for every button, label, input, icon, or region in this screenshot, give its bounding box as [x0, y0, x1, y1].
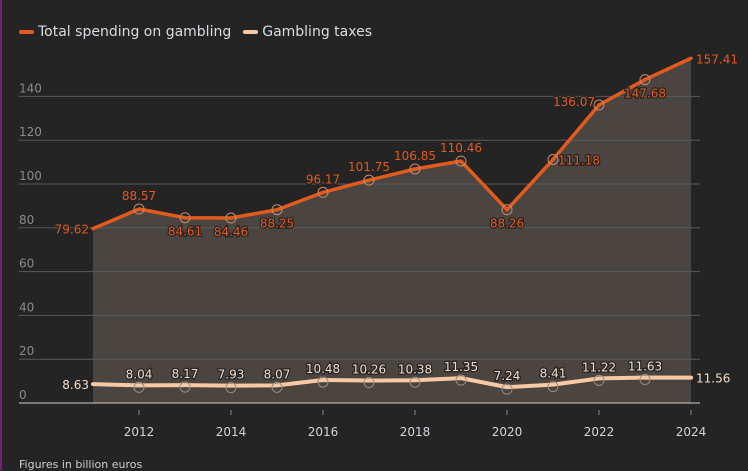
data-point-marker — [501, 204, 513, 216]
legend-swatch-spending — [19, 30, 34, 34]
data-label: 8.41 — [540, 367, 567, 381]
data-point-marker — [639, 374, 651, 386]
data-point-marker — [363, 174, 375, 186]
data-point-marker — [225, 382, 237, 394]
data-point-marker — [639, 74, 651, 86]
legend: Total spending on gambling Gambling taxe… — [19, 24, 372, 40]
data-point-marker — [409, 163, 421, 175]
series-line-0 — [91, 56, 693, 231]
y-tick-label: 0 — [19, 388, 27, 402]
data-label: 11.22 — [582, 360, 616, 374]
data-label: 101.75 — [348, 160, 390, 174]
data-label: 11.63 — [628, 360, 662, 374]
data-label: 88.25 — [260, 217, 294, 231]
legend-item-spending: Total spending on gambling — [19, 24, 231, 40]
x-tick-label: 2016 — [308, 425, 339, 439]
data-point-marker — [133, 381, 145, 393]
data-label: 8.07 — [264, 367, 291, 381]
y-tick-label: 80 — [19, 213, 34, 227]
x-tick-label: 2020 — [492, 425, 523, 439]
data-label: 110.46 — [440, 141, 482, 155]
data-point-marker — [271, 381, 283, 393]
y-tick-label: 60 — [19, 257, 34, 271]
x-tick-label: 2024 — [676, 425, 707, 439]
left-border — [0, 0, 2, 470]
data-label: 10.26 — [352, 363, 386, 377]
data-label: 7.93 — [218, 368, 245, 382]
data-point-marker — [317, 186, 329, 198]
data-point-marker — [133, 203, 145, 215]
x-tick-label: 2012 — [124, 425, 155, 439]
data-point-marker — [409, 376, 421, 388]
data-label: 8.04 — [126, 367, 153, 381]
y-tick-label: 120 — [19, 125, 42, 139]
data-label: 84.61 — [168, 225, 202, 239]
y-tick-label: 40 — [19, 300, 34, 314]
data-label: 157.41 — [696, 52, 738, 66]
data-label: 8.17 — [172, 367, 199, 381]
data-point-marker — [455, 155, 467, 167]
series-line-1 — [91, 375, 693, 390]
data-label: 10.48 — [306, 362, 340, 376]
spending-area — [93, 58, 691, 404]
data-point-marker — [179, 381, 191, 393]
legend-item-taxes: Gambling taxes — [243, 24, 372, 40]
data-label: 111.18 — [558, 154, 600, 168]
data-point-marker — [179, 212, 191, 224]
data-label: 88.26 — [490, 217, 524, 231]
y-tick-label: 100 — [19, 169, 42, 183]
data-point-marker — [363, 377, 375, 389]
y-tick-label: 140 — [19, 81, 42, 95]
footnote: Figures in billion euros — [19, 458, 143, 471]
data-point-marker — [547, 154, 559, 166]
x-tick-label: 2014 — [216, 425, 247, 439]
data-label: 8.63 — [62, 378, 89, 392]
legend-swatch-taxes — [243, 30, 259, 34]
data-point-marker — [317, 376, 329, 388]
data-point-marker — [593, 374, 605, 386]
data-label: 10.38 — [398, 362, 432, 376]
data-label: 106.85 — [394, 149, 436, 163]
data-label: 11.35 — [444, 360, 478, 374]
data-label: 136.07 — [553, 95, 595, 109]
data-point-marker — [455, 374, 467, 386]
data-point-marker — [593, 99, 605, 111]
data-label: 79.62 — [55, 223, 89, 237]
data-label: 147.68 — [624, 87, 666, 101]
data-point-marker — [225, 212, 237, 224]
legend-label-spending: Total spending on gambling — [38, 24, 232, 40]
y-tick-label: 20 — [19, 344, 34, 358]
data-label: 88.57 — [122, 189, 156, 203]
x-tick-label: 2018 — [400, 425, 431, 439]
data-point-marker — [501, 383, 513, 395]
data-label: 84.46 — [214, 225, 248, 239]
data-point-marker — [271, 204, 283, 216]
x-tick-label: 2022 — [584, 425, 615, 439]
data-label: 7.24 — [494, 369, 521, 383]
data-point-marker — [547, 381, 559, 393]
legend-label-taxes: Gambling taxes — [262, 24, 372, 40]
data-label: 11.56 — [696, 372, 730, 386]
data-label: 96.17 — [306, 172, 340, 186]
